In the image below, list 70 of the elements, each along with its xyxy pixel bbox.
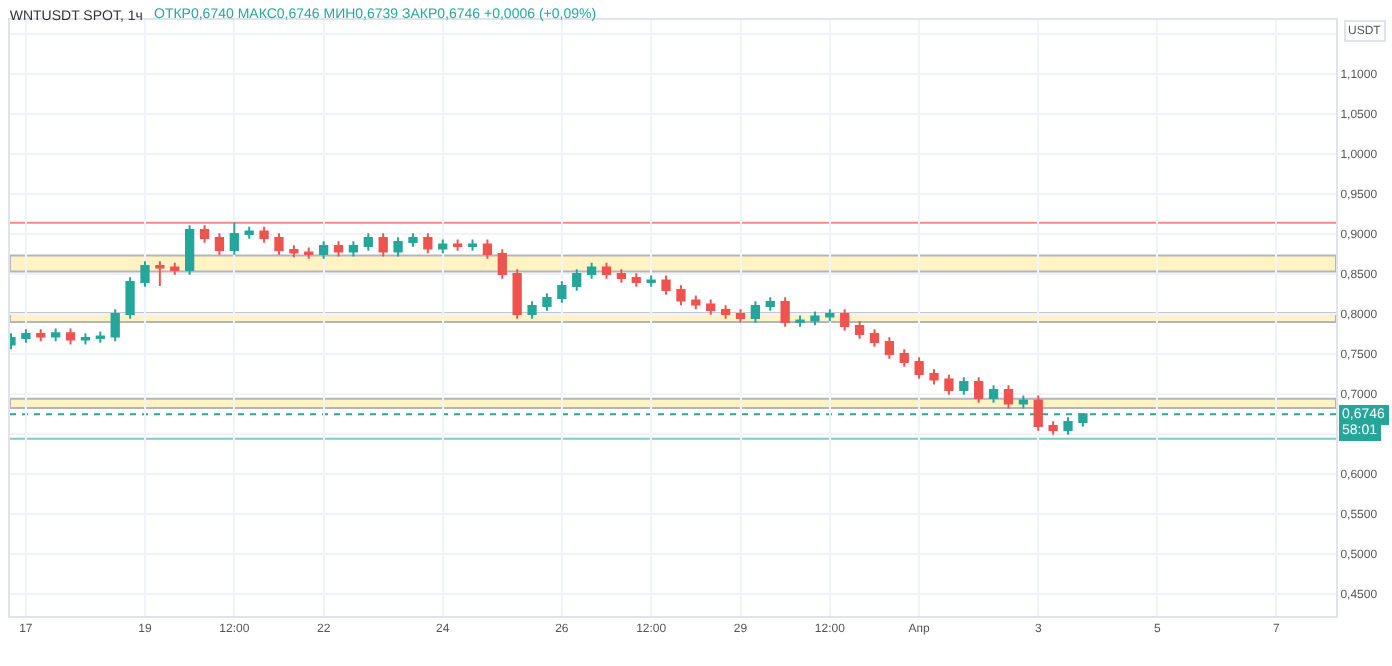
candlestick: [586, 261, 597, 280]
candlestick: [914, 356, 924, 380]
candlestick: [21, 328, 31, 344]
candlestick: [527, 300, 537, 320]
candlestick: [780, 296, 790, 328]
candlestick: [631, 272, 641, 288]
candlestick: [110, 308, 120, 343]
candlestick: [274, 232, 284, 256]
candlestick: [988, 384, 999, 404]
candlestick: [289, 244, 299, 259]
candlestick: [810, 310, 820, 327]
candlestick: [646, 274, 656, 288]
candlestick: [51, 327, 61, 343]
candlestick: [408, 232, 418, 248]
candlestick: [304, 246, 314, 260]
candlestick: [423, 232, 433, 255]
candlestick: [438, 238, 448, 255]
candlestick: [691, 294, 701, 311]
candlestick: [974, 376, 984, 404]
candlestick: [497, 248, 507, 280]
candlestick: [393, 236, 403, 258]
candlestick: [1048, 420, 1058, 436]
candlestick: [1033, 394, 1043, 432]
candlestick: [676, 284, 686, 307]
candlestick: [65, 327, 76, 346]
candlestick: [884, 336, 895, 360]
candlestick: [482, 238, 493, 260]
candlestick: [959, 376, 969, 396]
candlestick: [185, 224, 195, 276]
candlestick: [616, 268, 627, 284]
candlestick: [214, 232, 225, 256]
candlestick: [706, 298, 716, 316]
candlestick: [333, 240, 344, 258]
candlestick: [125, 276, 135, 320]
candlestick: [765, 296, 775, 312]
candlestick: [735, 308, 746, 324]
candlestick: [80, 332, 91, 346]
candlestick: [140, 260, 150, 288]
candlestick: [1003, 384, 1014, 410]
candlestick: [750, 300, 761, 324]
candlestick: [572, 268, 582, 292]
candlestick: [199, 224, 210, 244]
candlestick: [825, 308, 835, 323]
candlestick: [869, 328, 880, 348]
candlestick: [661, 274, 671, 296]
candlestick: [348, 240, 359, 258]
candlestick: [363, 232, 373, 252]
candlestick: [899, 348, 909, 368]
candlestick: [601, 261, 612, 280]
candlestick: [378, 232, 388, 258]
candlestick: [944, 373, 954, 396]
candlestick: [840, 308, 850, 332]
candlestick: [318, 240, 329, 260]
candlestick: [557, 280, 567, 304]
candlestick: [542, 292, 552, 312]
candlestick: [229, 221, 239, 256]
candlestick: [467, 238, 478, 252]
candlestick: [155, 260, 165, 287]
candlestick: [36, 328, 46, 343]
candlestick: [512, 268, 522, 320]
candlestick: [1018, 394, 1028, 410]
candlestick: [795, 314, 805, 328]
candlestick: [95, 330, 105, 344]
candlestick: [854, 320, 865, 340]
candlestick: [259, 225, 269, 244]
candlestick: [244, 225, 254, 240]
candlestick: [170, 261, 180, 276]
candlestick: [929, 368, 939, 386]
candlestick: [720, 304, 731, 320]
candlestick: [452, 238, 463, 252]
